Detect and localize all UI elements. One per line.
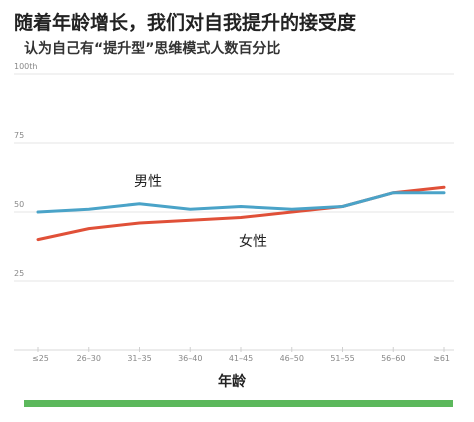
- line-chart: 25 50 75 100th ≤25 26–30 31–35 36–40 41–45 46–50 5…: [14, 62, 454, 390]
- x-tick-label: ≤25: [32, 354, 49, 363]
- x-tick-label: 31–35: [127, 354, 151, 363]
- x-axis-label: 年龄: [218, 373, 247, 390]
- y-tick-label: 50: [14, 200, 24, 209]
- x-tick-label: 56–60: [381, 354, 405, 363]
- series-label-female: 女性: [239, 233, 267, 250]
- y-tick-label: 25: [14, 269, 24, 278]
- x-tick-label: 51–55: [330, 354, 354, 363]
- y-tick-label: 100th: [14, 62, 37, 71]
- x-tick-label: 26–30: [77, 354, 101, 363]
- x-tick-label: 46–50: [280, 354, 304, 363]
- accent-bar: [24, 400, 453, 407]
- x-tick-label: 36–40: [178, 354, 202, 363]
- series-label-male: 男性: [134, 174, 162, 190]
- chart-subtitle: 认为自己有“提升型”思维模式人数百分比: [24, 41, 281, 57]
- chart-title: 随着年龄增长，我们对自我提升的接受度: [14, 12, 357, 34]
- y-tick-label: 75: [14, 131, 24, 140]
- x-tick-label: 41–45: [229, 354, 253, 363]
- series-line-male: [36, 191, 446, 214]
- x-tick-label: ≥61: [433, 354, 450, 363]
